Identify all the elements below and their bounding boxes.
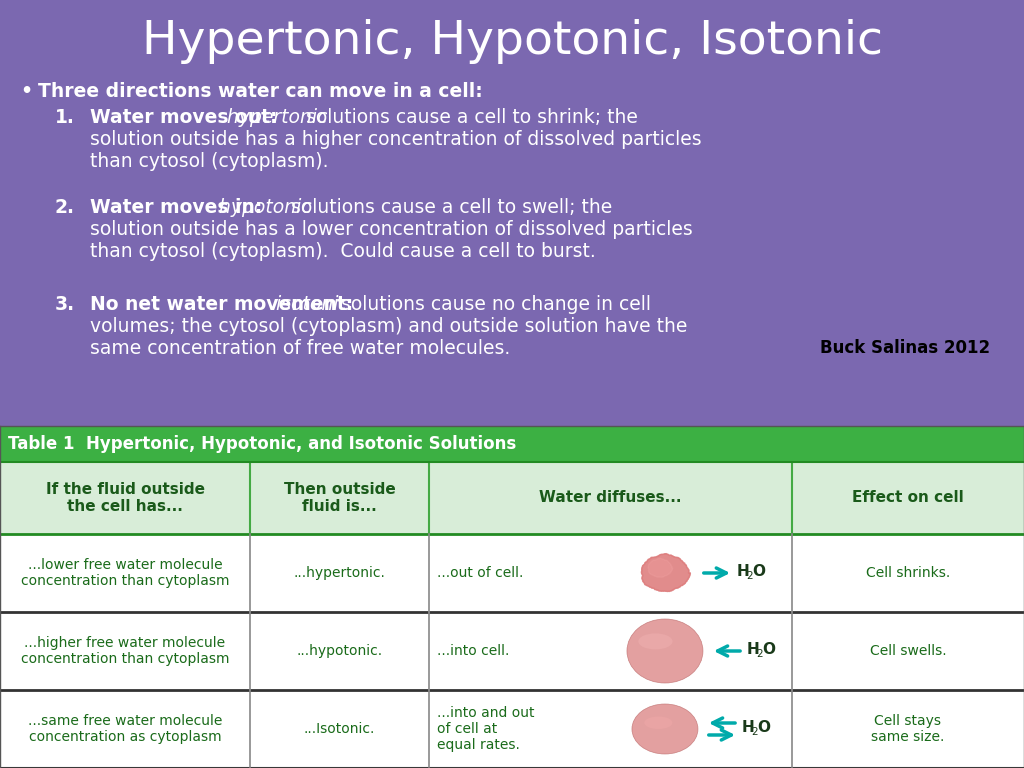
- Text: Water diffuses...: Water diffuses...: [540, 491, 682, 505]
- Bar: [0, 534, 1024, 612]
- Text: 2.: 2.: [55, 198, 75, 217]
- Text: than cytosol (cytoplasm).  Could cause a cell to burst.: than cytosol (cytoplasm). Could cause a …: [90, 242, 596, 261]
- Text: ...lower free water molecule
concentration than cytoplasm: ...lower free water molecule concentrati…: [20, 558, 229, 588]
- Text: Buck Salinas 2012: Buck Salinas 2012: [820, 339, 990, 357]
- Ellipse shape: [638, 634, 673, 650]
- Text: No net water movement:: No net water movement:: [90, 295, 353, 314]
- Polygon shape: [641, 554, 690, 591]
- Bar: [0, 0, 1024, 426]
- Text: same concentration of free water molecules.: same concentration of free water molecul…: [90, 339, 510, 358]
- Text: than cytosol (cytoplasm).: than cytosol (cytoplasm).: [90, 152, 329, 171]
- Text: solution outside has a higher concentration of dissolved particles: solution outside has a higher concentrat…: [90, 130, 701, 149]
- Text: volumes; the cytosol (cytoplasm) and outside solution have the: volumes; the cytosol (cytoplasm) and out…: [90, 317, 687, 336]
- Text: 2: 2: [756, 649, 763, 659]
- Text: Then outside
fluid is...: Then outside fluid is...: [284, 482, 395, 515]
- Ellipse shape: [644, 717, 673, 729]
- Text: ...same free water molecule
concentration as cytoplasm: ...same free water molecule concentratio…: [28, 714, 222, 744]
- Polygon shape: [648, 558, 673, 578]
- Ellipse shape: [627, 619, 702, 683]
- Text: H: H: [742, 720, 755, 734]
- Text: 3.: 3.: [55, 295, 75, 314]
- Text: O: O: [762, 641, 775, 657]
- Text: H: H: [737, 564, 750, 578]
- Text: ...Isotonic.: ...Isotonic.: [304, 722, 375, 736]
- Text: ...higher free water molecule
concentration than cytoplasm: ...higher free water molecule concentrat…: [20, 636, 229, 666]
- Text: Water moves in:: Water moves in:: [90, 198, 262, 217]
- Text: Water moves out:: Water moves out:: [90, 108, 278, 127]
- Text: hypotonic: hypotonic: [213, 198, 311, 217]
- Polygon shape: [641, 554, 690, 591]
- Bar: [0, 426, 1024, 462]
- Bar: [0, 612, 1024, 690]
- Text: Three directions water can move in a cell:: Three directions water can move in a cel…: [38, 82, 482, 101]
- Text: Cell stays
same size.: Cell stays same size.: [871, 714, 945, 744]
- Text: ...hypotonic.: ...hypotonic.: [296, 644, 383, 658]
- Text: solutions cause a cell to swell; the: solutions cause a cell to swell; the: [285, 198, 612, 217]
- Text: If the fluid outside
the cell has...: If the fluid outside the cell has...: [45, 482, 205, 515]
- Bar: [0, 462, 1024, 534]
- Text: Table 1  Hypertonic, Hypotonic, and Isotonic Solutions: Table 1 Hypertonic, Hypotonic, and Isoto…: [8, 435, 516, 453]
- Text: 2: 2: [751, 727, 758, 737]
- Text: solutions cause a cell to shrink; the: solutions cause a cell to shrink; the: [300, 108, 638, 127]
- Ellipse shape: [632, 704, 698, 754]
- Text: ...out of cell.: ...out of cell.: [437, 566, 523, 580]
- Text: solution outside has a lower concentration of dissolved particles: solution outside has a lower concentrati…: [90, 220, 693, 239]
- Text: isotonic: isotonic: [270, 295, 349, 314]
- Text: 1.: 1.: [55, 108, 75, 127]
- Text: Cell shrinks.: Cell shrinks.: [866, 566, 950, 580]
- Text: O: O: [757, 720, 770, 734]
- Text: Cell swells.: Cell swells.: [869, 644, 946, 658]
- Text: ...into cell.: ...into cell.: [437, 644, 509, 658]
- Text: ...hypertonic.: ...hypertonic.: [294, 566, 385, 580]
- Text: H: H: [746, 641, 760, 657]
- Text: •: •: [20, 82, 32, 101]
- Text: hypertonic: hypertonic: [221, 108, 328, 127]
- Bar: [0, 690, 1024, 768]
- Text: solutions cause no change in cell: solutions cause no change in cell: [335, 295, 651, 314]
- Text: Hypertonic, Hypotonic, Isotonic: Hypertonic, Hypotonic, Isotonic: [141, 19, 883, 65]
- Text: O: O: [752, 564, 765, 578]
- Text: 2: 2: [745, 571, 753, 581]
- Text: ...into and out
of cell at
equal rates.: ...into and out of cell at equal rates.: [437, 706, 535, 752]
- Text: Effect on cell: Effect on cell: [852, 491, 964, 505]
- Bar: [0, 426, 1024, 768]
